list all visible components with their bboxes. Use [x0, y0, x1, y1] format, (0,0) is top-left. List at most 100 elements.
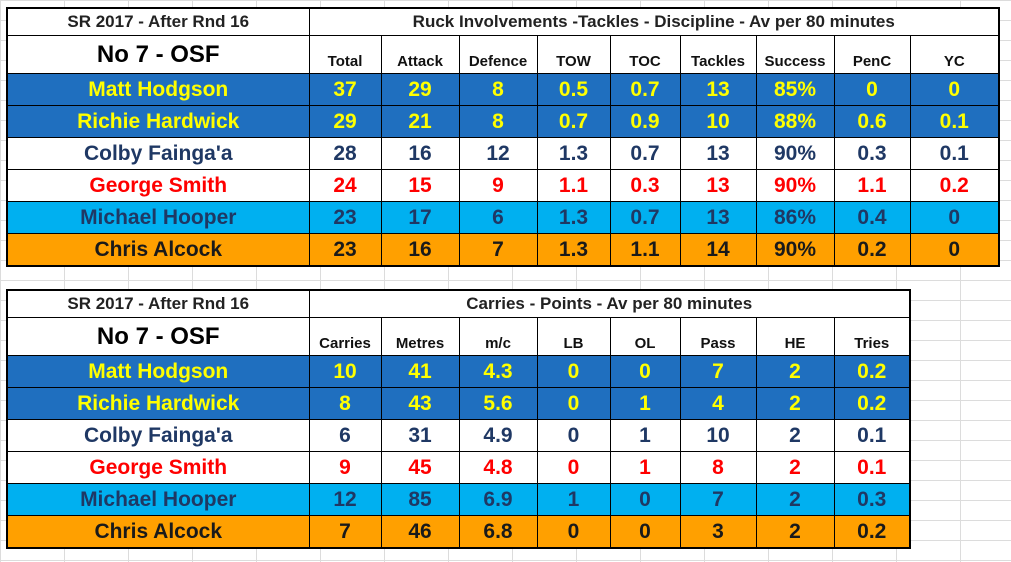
stat-cell: 23: [308, 201, 382, 234]
stat-cell: 88%: [755, 105, 835, 138]
stat-cell: 3: [679, 515, 757, 549]
stat-cell: 6.8: [458, 515, 538, 549]
stat-cell: 0.1: [909, 105, 1000, 138]
player-name: Chris Alcock: [6, 233, 310, 267]
table-row: Richie Hardwick 29 21 8 0.7 0.9 10 88% 0.6 0.1: [6, 105, 1000, 138]
stat-cell: 1.1: [833, 169, 911, 202]
stat-cell: 9: [458, 169, 538, 202]
stat-cell: 1: [536, 483, 611, 516]
stat-cell: 8: [458, 105, 538, 138]
stat-cell: 86%: [755, 201, 835, 234]
table2-column-header: Carries: [308, 317, 382, 356]
table-row: Colby Fainga'a 28 16 12 1.3 0.7 13 90% 0.3 0.1: [6, 137, 1000, 170]
stat-cell: 0: [536, 387, 611, 420]
stat-cell: 0.2: [833, 355, 911, 388]
stat-cell: 0.3: [833, 137, 911, 170]
stat-cell: 0.2: [909, 169, 1000, 202]
stat-cell: 5.6: [458, 387, 538, 420]
stat-cell: 0.1: [833, 451, 911, 484]
table2-column-header: m/c: [458, 317, 538, 356]
stat-cell: 4: [679, 387, 757, 420]
stat-cell: 2: [755, 355, 835, 388]
player-name: Chris Alcock: [6, 515, 310, 549]
stat-cell: 0.5: [536, 73, 611, 106]
stat-cell: 45: [380, 451, 460, 484]
stat-cell: 0: [536, 451, 611, 484]
table-row: Chris Alcock 7 46 6.8 0 0 3 2 0.2: [6, 515, 911, 549]
player-name: Colby Fainga'a: [6, 137, 310, 170]
table1-column-header: YC: [909, 35, 1000, 74]
stat-cell: 6: [308, 419, 382, 452]
player-name: George Smith: [6, 451, 310, 484]
stat-cell: 0.6: [833, 105, 911, 138]
stat-cell: 43: [380, 387, 460, 420]
stat-cell: 16: [380, 137, 460, 170]
table1-position-label: No 7 - OSF: [6, 35, 310, 74]
table1-corner-label: SR 2017 - After Rnd 16: [6, 7, 310, 36]
table-row: Richie Hardwick 8 43 5.6 0 1 4 2 0.2: [6, 387, 911, 420]
stat-cell: 10: [308, 355, 382, 388]
stat-cell: 0.9: [609, 105, 681, 138]
stat-cell: 29: [308, 105, 382, 138]
stat-cell: 6.9: [458, 483, 538, 516]
stat-cell: 7: [458, 233, 538, 267]
stat-cell: 0: [909, 233, 1000, 267]
table1-column-header: Success: [755, 35, 835, 74]
stat-cell: 1.1: [609, 233, 681, 267]
stat-cell: 0: [909, 73, 1000, 106]
stat-cell: 0.3: [609, 169, 681, 202]
stat-cell: 41: [380, 355, 460, 388]
table2-column-header: Tries: [833, 317, 911, 356]
stat-cell: 0.4: [833, 201, 911, 234]
table1-title: Ruck Involvements -Tackles - Discipline …: [308, 7, 1000, 36]
player-name: Matt Hodgson: [6, 355, 310, 388]
stat-cell: 37: [308, 73, 382, 106]
stat-cell: 0: [536, 515, 611, 549]
player-name: George Smith: [6, 169, 310, 202]
stat-cell: 8: [458, 73, 538, 106]
table-row: Matt Hodgson 10 41 4.3 0 0 7 2 0.2: [6, 355, 911, 388]
table-row: George Smith 24 15 9 1.1 0.3 13 90% 1.1 0.2: [6, 169, 1000, 202]
stat-cell: 0.2: [833, 387, 911, 420]
table-row: Matt Hodgson 37 29 8 0.5 0.7 13 85% 0 0: [6, 73, 1000, 106]
stat-cell: 12: [458, 137, 538, 170]
stat-cell: 1: [609, 387, 681, 420]
stat-cell: 29: [380, 73, 460, 106]
stat-cell: 1: [609, 419, 681, 452]
stat-cell: 4.8: [458, 451, 538, 484]
stat-cell: 23: [308, 233, 382, 267]
player-name: Colby Fainga'a: [6, 419, 310, 452]
stat-cell: 0: [609, 355, 681, 388]
stat-cell: 0: [609, 515, 681, 549]
stat-cell: 15: [380, 169, 460, 202]
stat-cell: 1.1: [536, 169, 611, 202]
table1-column-header: Defence: [458, 35, 538, 74]
table2-column-header: OL: [609, 317, 681, 356]
stat-cell: 24: [308, 169, 382, 202]
stat-cell: 0.7: [609, 201, 681, 234]
stat-cell: 8: [679, 451, 757, 484]
table-row: George Smith 9 45 4.8 0 1 8 2 0.1: [6, 451, 911, 484]
stat-cell: 0: [609, 483, 681, 516]
stat-cell: 13: [679, 169, 757, 202]
stat-cell: 9: [308, 451, 382, 484]
stat-cell: 31: [380, 419, 460, 452]
stat-cell: 17: [380, 201, 460, 234]
table2-corner-label: SR 2017 - After Rnd 16: [6, 289, 310, 318]
stat-cell: 2: [755, 387, 835, 420]
stat-cell: 16: [380, 233, 460, 267]
table2-column-header: Metres: [380, 317, 460, 356]
carries-points-table: SR 2017 - After Rnd 16 Carries - Points …: [6, 289, 911, 549]
stat-cell: 1: [609, 451, 681, 484]
player-name: Michael Hooper: [6, 201, 310, 234]
stat-cell: 85%: [755, 73, 835, 106]
table1-column-header: PenC: [833, 35, 911, 74]
stat-cell: 0.1: [909, 137, 1000, 170]
stat-cell: 10: [679, 419, 757, 452]
stat-cell: 90%: [755, 137, 835, 170]
stat-cell: 28: [308, 137, 382, 170]
table1-column-header: Attack: [380, 35, 460, 74]
stat-cell: 0: [536, 355, 611, 388]
stat-cell: 2: [755, 419, 835, 452]
stat-cell: 0: [536, 419, 611, 452]
